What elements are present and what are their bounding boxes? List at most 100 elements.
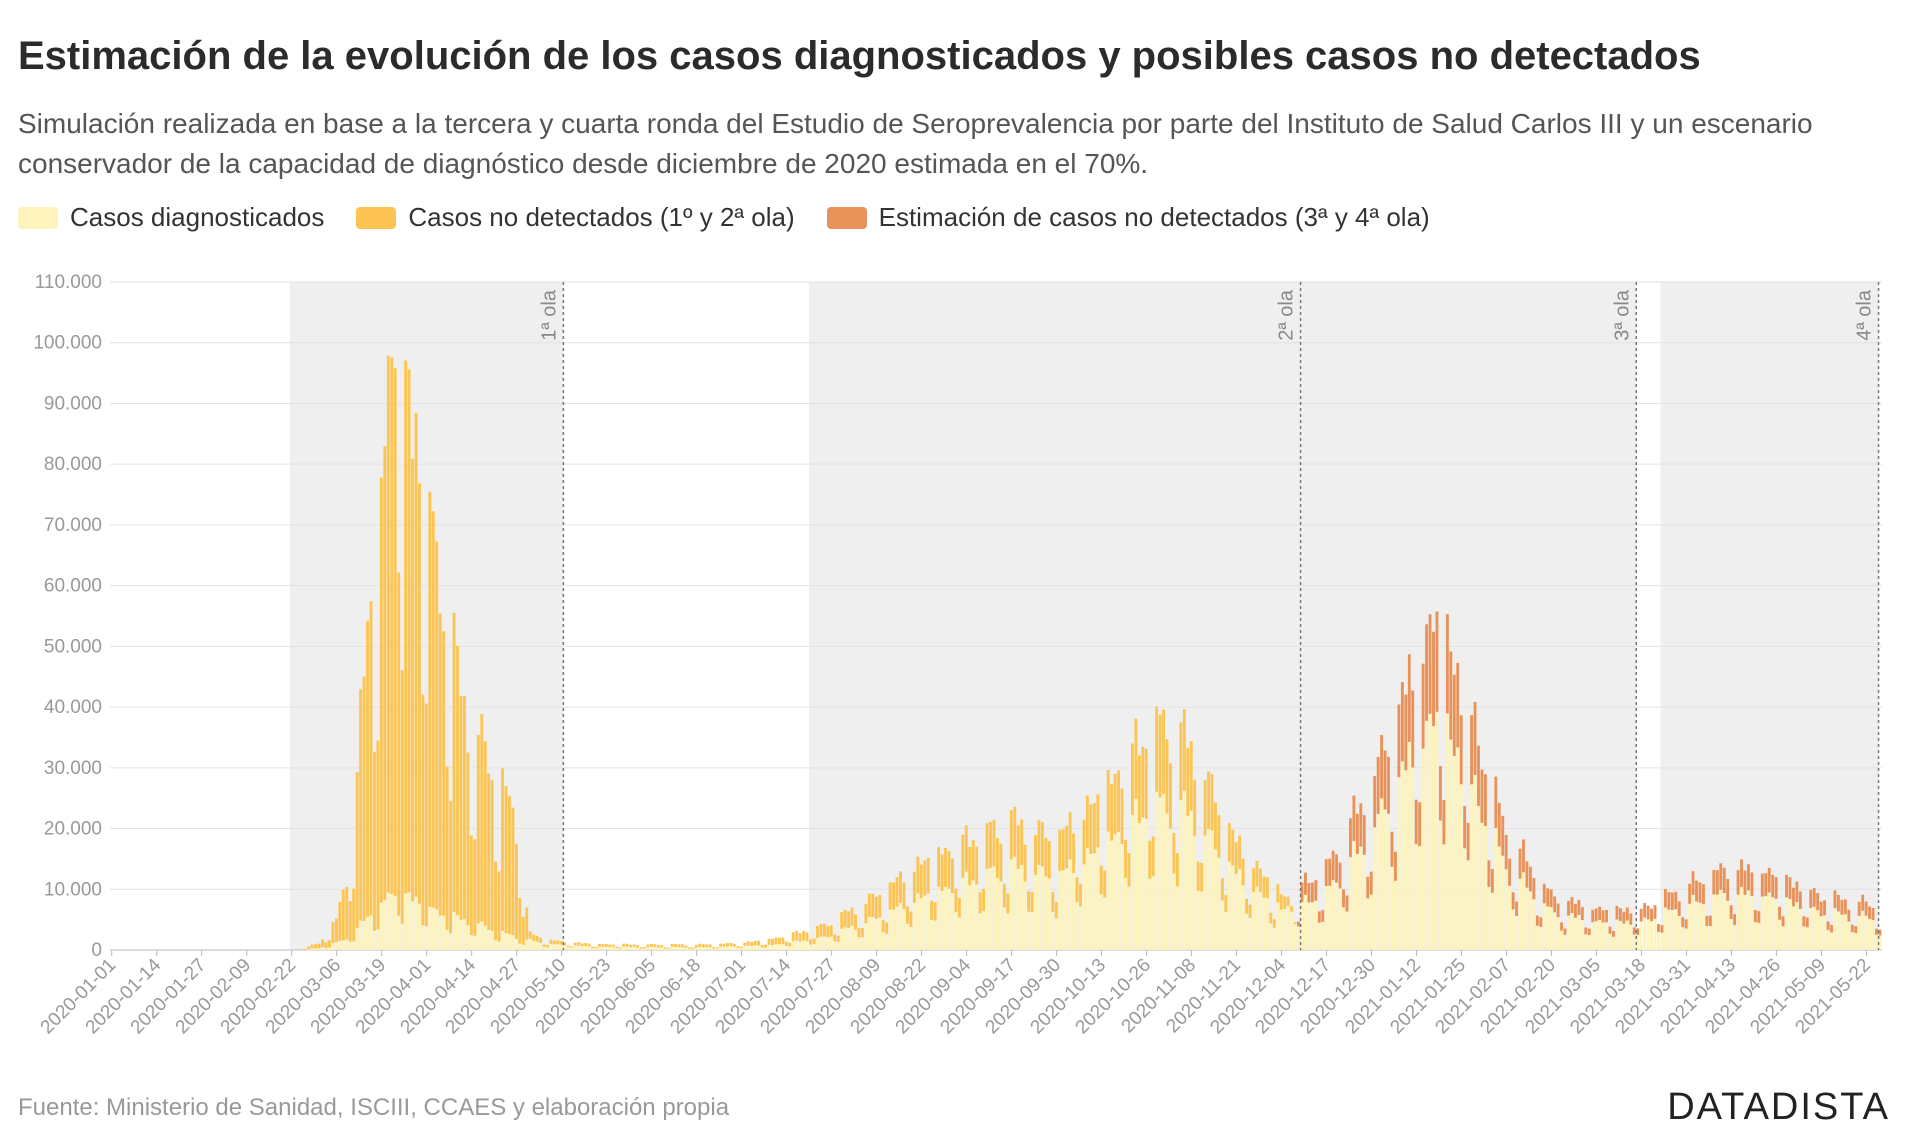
bar-series-1 [746, 945, 750, 950]
bar-series-1 [812, 944, 816, 950]
bar-series-1 [1075, 902, 1079, 950]
bar-series-1 [1677, 916, 1681, 950]
bar-series-2 [1134, 718, 1138, 799]
bar-series-2 [663, 947, 667, 949]
bar-series-2 [670, 943, 674, 947]
bar-series-1 [694, 947, 698, 950]
bar-series-2 [985, 823, 989, 869]
bar-series-2 [1286, 896, 1290, 907]
bar-series-1 [383, 900, 387, 950]
bar-series-3 [1570, 897, 1574, 914]
bar-series-1 [1387, 813, 1390, 950]
bar-series-2 [1030, 891, 1034, 913]
bar-series-1 [1757, 922, 1761, 950]
bar-series-2 [1262, 876, 1266, 898]
bar-series-1 [1355, 853, 1359, 950]
bar-series-2 [1189, 741, 1193, 811]
bar-series-1 [944, 886, 947, 950]
bar-series-3 [1760, 873, 1764, 897]
bar-series-1 [466, 925, 470, 950]
bar-series-1 [1442, 844, 1446, 950]
bar-series-1 [1850, 932, 1854, 950]
bar-series-2 [1127, 853, 1131, 887]
bar-series-2 [373, 752, 376, 931]
bar-series-1 [1262, 897, 1266, 950]
bar-series-1 [1369, 894, 1373, 950]
bar-series-3 [1733, 914, 1737, 926]
bar-series-2 [376, 740, 380, 930]
bar-series-1 [456, 915, 459, 950]
bar-series-3 [1871, 908, 1875, 921]
bar-series-1 [805, 941, 809, 950]
bar-series-1 [393, 896, 397, 950]
bar-series-1 [1432, 726, 1435, 950]
bar-series-1 [373, 930, 376, 950]
bar-series-1 [1207, 829, 1210, 950]
bar-series-1 [1141, 817, 1145, 950]
bar-series-1 [1425, 720, 1429, 950]
bar-series-1 [518, 943, 522, 950]
bar-series-1 [1411, 767, 1415, 950]
bar-series-2 [660, 945, 664, 948]
bar-series-1 [1231, 865, 1235, 950]
bar-series-2 [528, 931, 532, 939]
bar-series-3 [1847, 909, 1851, 922]
bar-series-1 [1193, 836, 1197, 950]
bar-series-2 [829, 925, 833, 937]
bar-series-1 [1085, 848, 1089, 950]
bar-series-1 [1314, 900, 1318, 950]
bar-series-2 [431, 511, 435, 908]
bar-series-1 [424, 926, 428, 950]
bar-series-3 [1850, 924, 1854, 933]
bar-series-2 [348, 901, 352, 942]
bar-series-2 [469, 835, 473, 936]
bar-series-2 [466, 752, 470, 926]
bar-series-3 [1809, 889, 1813, 908]
bar-series-2 [615, 946, 619, 949]
bar-series-1 [570, 947, 574, 950]
bar-series-2 [1217, 815, 1221, 858]
bar-series-2 [784, 941, 788, 946]
bar-series-2 [573, 942, 577, 946]
bar-series-1 [400, 923, 404, 950]
bar-series-1 [1165, 813, 1169, 950]
bar-series-1 [1293, 924, 1297, 950]
bar-series-1 [1089, 853, 1093, 950]
bar-series-2 [1096, 794, 1100, 848]
bar-series-1 [528, 938, 532, 950]
bar-series-1 [1840, 914, 1844, 950]
bar-series-1 [1681, 927, 1685, 950]
bar-series-2 [809, 939, 812, 945]
bar-series-2 [511, 807, 515, 936]
bar-series-2 [359, 689, 363, 921]
bar-series-3 [1463, 805, 1467, 849]
bar-series-1 [1248, 917, 1252, 950]
bar-series-2 [1068, 812, 1072, 860]
bar-series-3 [1615, 905, 1619, 920]
bar-series-1 [521, 944, 525, 950]
bar-series-2 [1075, 877, 1079, 903]
bar-series-1 [618, 948, 622, 950]
bar-series-2 [490, 779, 494, 931]
bar-series-1 [777, 944, 781, 950]
bar-series-1 [1563, 934, 1567, 950]
bar-series-2 [1220, 878, 1224, 901]
bar-series-1 [684, 947, 688, 950]
bar-series-1 [1695, 901, 1698, 950]
bar-series-2 [608, 944, 612, 948]
bar-series-1 [1532, 899, 1536, 950]
bar-series-3 [1605, 909, 1608, 923]
bar-series-3 [1553, 896, 1557, 913]
bar-series-2 [580, 943, 584, 947]
bar-series-3 [1573, 903, 1577, 918]
bar-series-1 [1733, 925, 1737, 950]
bar-series-1 [546, 947, 549, 950]
bar-series-2 [418, 483, 421, 904]
bar-series-1 [1027, 911, 1031, 950]
bar-series-2 [629, 944, 633, 948]
bar-series-1 [1750, 895, 1754, 950]
bar-series-1 [1120, 844, 1124, 950]
bar-series-1 [1466, 860, 1470, 950]
bar-series-1 [798, 941, 802, 950]
bar-series-3 [1747, 864, 1750, 891]
